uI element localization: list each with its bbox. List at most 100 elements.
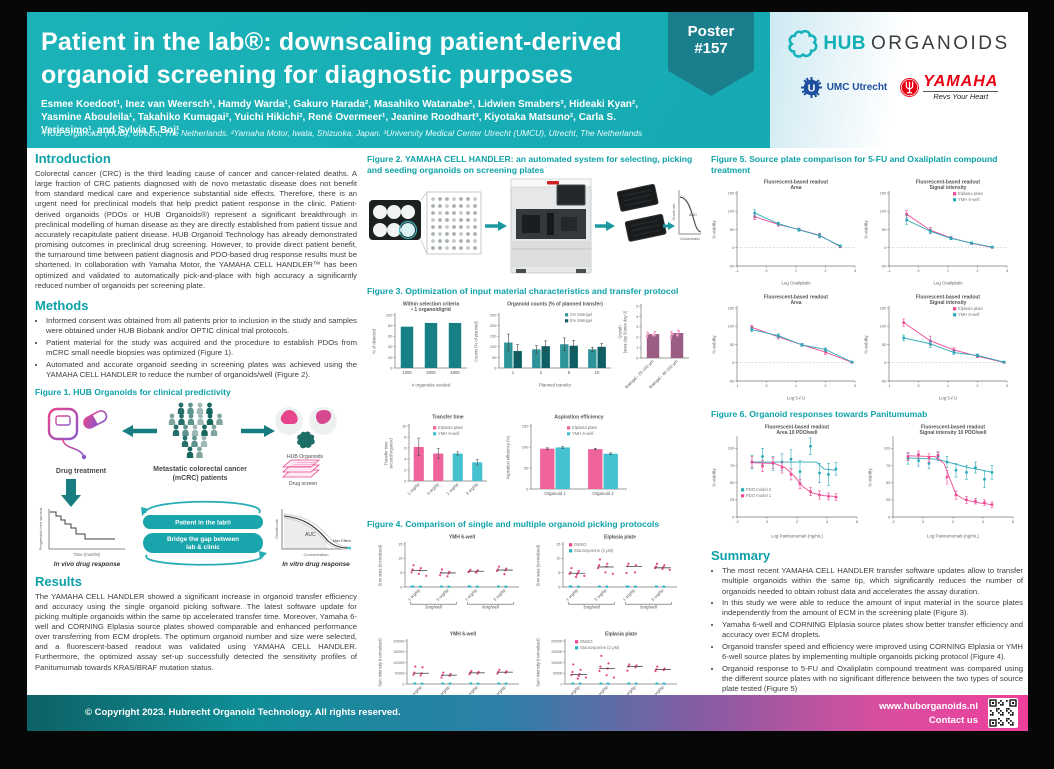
svg-text:(mCRC) patients: (mCRC) patients	[173, 475, 228, 482]
svg-text:2: 2	[796, 519, 799, 524]
svg-text:100: 100	[728, 209, 735, 214]
svg-text:3 org/tip: 3 org/tip	[436, 684, 451, 695]
svg-text:75: 75	[730, 463, 735, 468]
svg-text:U: U	[807, 84, 815, 95]
svg-text:1 org/tip: 1 org/tip	[622, 587, 637, 602]
svg-text:150000: 150000	[551, 650, 562, 654]
svg-text:1 org/tip: 1 org/tip	[445, 481, 460, 496]
authors: Esmee Koedoot¹, Inez van Weersch¹, Hamdy…	[41, 99, 639, 137]
figure1-caption: Figure 1. HUB Organoids for clinical pre…	[35, 386, 231, 397]
organoid-dishes	[275, 406, 337, 448]
screening-plate-2	[624, 214, 667, 243]
svg-text:-50: -50	[729, 264, 736, 269]
svg-text:-50: -50	[729, 379, 736, 384]
svg-text:0: 0	[917, 268, 920, 273]
svg-text:0: 0	[400, 584, 403, 589]
svg-text:% viability: % viability	[712, 468, 717, 487]
svg-text:25: 25	[730, 497, 735, 502]
svg-text:0: 0	[561, 682, 563, 686]
methods-bullet: Automated and accurate organoid seeding …	[46, 360, 357, 380]
svg-text:DMSO: DMSO	[574, 542, 587, 547]
svg-text:10: 10	[556, 556, 561, 561]
figure3-caption: Figure 3. Optimization of input material…	[367, 286, 679, 297]
svg-text:4000: 4000	[450, 370, 460, 375]
svg-text:Progression free survival: Progression free survival	[38, 507, 43, 550]
svg-text:0: 0	[390, 366, 393, 371]
svg-text:0: 0	[558, 584, 561, 589]
svg-text:0: 0	[732, 515, 735, 520]
summary-list: The most recent YAMAHA CELL HANDLER tran…	[711, 566, 1023, 695]
svg-text:Elplasia plate: Elplasia plate	[958, 191, 984, 196]
results-heading: Results	[35, 573, 82, 589]
svg-text:Fluorescent-based readout: Fluorescent-based readout	[916, 180, 981, 186]
km-survival-plot: Progression free survival Time (months) …	[38, 507, 125, 568]
svg-text:YMH 6-well: YMH 6-well	[572, 431, 593, 436]
title-line1: Patient in the lab®: downscaling patient…	[41, 28, 622, 56]
svg-text:2: 2	[976, 268, 979, 273]
svg-text:50: 50	[730, 227, 735, 232]
results-body: The YAMAHA CELL HANDLER showed a signifi…	[35, 591, 357, 672]
svg-text:second/organoid: second/organoid	[388, 438, 393, 469]
column-middle: Figure 2. YAMAHA CELL HANDLER: an automa…	[367, 151, 701, 695]
svg-text:100: 100	[880, 209, 887, 214]
svg-text:0: 0	[765, 268, 768, 273]
svg-text:Signal intensity: Signal intensity	[930, 186, 967, 192]
fig4-intensity-ymh-chart: 0 50000 100000 150000 200000 YMH 6-well Sum in…	[377, 630, 527, 695]
svg-text:Concentration: Concentration	[680, 237, 700, 241]
svg-text:-2: -2	[891, 519, 895, 524]
fig4-intensity-elplasia-chart: 0 50000 100000 150000 200000 Elplasia plate Su…	[535, 630, 685, 695]
poster-header: Patient in the lab®: downscaling patient…	[27, 12, 1028, 148]
svg-text:8: 8	[404, 435, 407, 440]
svg-text:Organoid 1: Organoid 1	[544, 491, 566, 496]
svg-text:2% Matrigel: 2% Matrigel	[570, 312, 592, 317]
affiliations: ¹HUB Organoids (HUB), Utrecht, The Nethe…	[41, 128, 643, 138]
fig5-5fu-signal-chart: -50 0 50 100 150 Fluorescent-based readout Sig…	[863, 293, 1015, 406]
svg-text:YMH 6-well: YMH 6-well	[958, 312, 979, 317]
poster: Patient in the lab®: downscaling patient…	[27, 12, 1028, 731]
bridge-the-gap-pill: Bridge the gap between lab & clinic	[143, 532, 267, 566]
fig5-5fu-area-chart: -50 0 50 100 150 Fluorescent-based readout Are…	[711, 293, 863, 406]
svg-text:In vitro drug response: In vitro drug response	[282, 561, 350, 568]
svg-text:10: 10	[402, 424, 407, 429]
svg-text:Log Panitumumab (ng/mL): Log Panitumumab (ng/mL)	[771, 534, 824, 539]
svg-text:YMH 6-well: YMH 6-well	[449, 534, 476, 540]
svg-text:50: 50	[882, 227, 887, 232]
umc-utrecht-logo: U UMC Utrecht	[800, 76, 887, 99]
svg-text:200000: 200000	[393, 639, 404, 643]
copyright-text: © Copyright 2023. Hubrecht Organoid Tech…	[85, 707, 401, 718]
svg-text:AUC: AUC	[689, 213, 697, 217]
svg-text:3: 3	[854, 268, 857, 273]
fig5-oxaliplatin-area-chart: -50 0 50 100 150 Fluorescent-based readout Are…	[711, 178, 863, 291]
svg-text:1000: 1000	[402, 370, 412, 375]
svg-text:3 org/tip: 3 org/tip	[492, 587, 507, 602]
svg-text:DMSO: DMSO	[580, 639, 593, 644]
svg-text:4: 4	[404, 457, 407, 462]
svg-text:3org/well: 3org/well	[583, 604, 600, 609]
svg-text:Signal intensity 10 PDO/well: Signal intensity 10 PDO/well	[920, 430, 988, 436]
svg-text:1: 1	[636, 345, 639, 350]
svg-text:-50: -50	[881, 379, 888, 384]
svg-text:50: 50	[886, 480, 891, 485]
svg-text:Log 5-FU: Log 5-FU	[787, 396, 805, 401]
svg-text:50: 50	[492, 355, 497, 360]
fig3-detected-chart: 0 20 40 60 80 100 Within selection criteria • 1…	[371, 300, 471, 393]
svg-text:50: 50	[882, 342, 887, 347]
svg-text:150: 150	[522, 424, 529, 429]
introduction-body: Colorectal cancer (CRC) is the third lea…	[35, 169, 357, 290]
svg-text:Aspiration efficiency (%): Aspiration efficiency (%)	[506, 435, 511, 479]
svg-text:75: 75	[886, 463, 891, 468]
svg-text:1 org/tip: 1 org/tip	[406, 481, 421, 496]
drug-treatment-label: Drug treatment	[56, 468, 107, 475]
svg-text:Transfer time: Transfer time	[432, 415, 464, 421]
svg-text:Sum area (normalized): Sum area (normalized)	[536, 544, 541, 586]
arrow-right-icon	[241, 424, 275, 437]
svg-text:1 org/tip: 1 org/tip	[464, 587, 479, 602]
svg-text:6: 6	[1012, 519, 1015, 524]
summary-heading: Summary	[711, 548, 771, 564]
svg-text:100: 100	[880, 324, 887, 329]
svg-text:100: 100	[884, 446, 891, 451]
summary-bullet: Organoid response to 5-FU and Oxaliplati…	[722, 664, 1023, 694]
svg-text:% viability: % viability	[864, 220, 869, 239]
svg-text:Fluorescent-based readout: Fluorescent-based readout	[916, 295, 981, 301]
svg-text:Staurosporine (2 μM): Staurosporine (2 μM)	[574, 548, 614, 553]
